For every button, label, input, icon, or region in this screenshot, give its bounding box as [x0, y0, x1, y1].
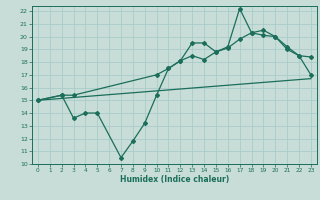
X-axis label: Humidex (Indice chaleur): Humidex (Indice chaleur) — [120, 175, 229, 184]
